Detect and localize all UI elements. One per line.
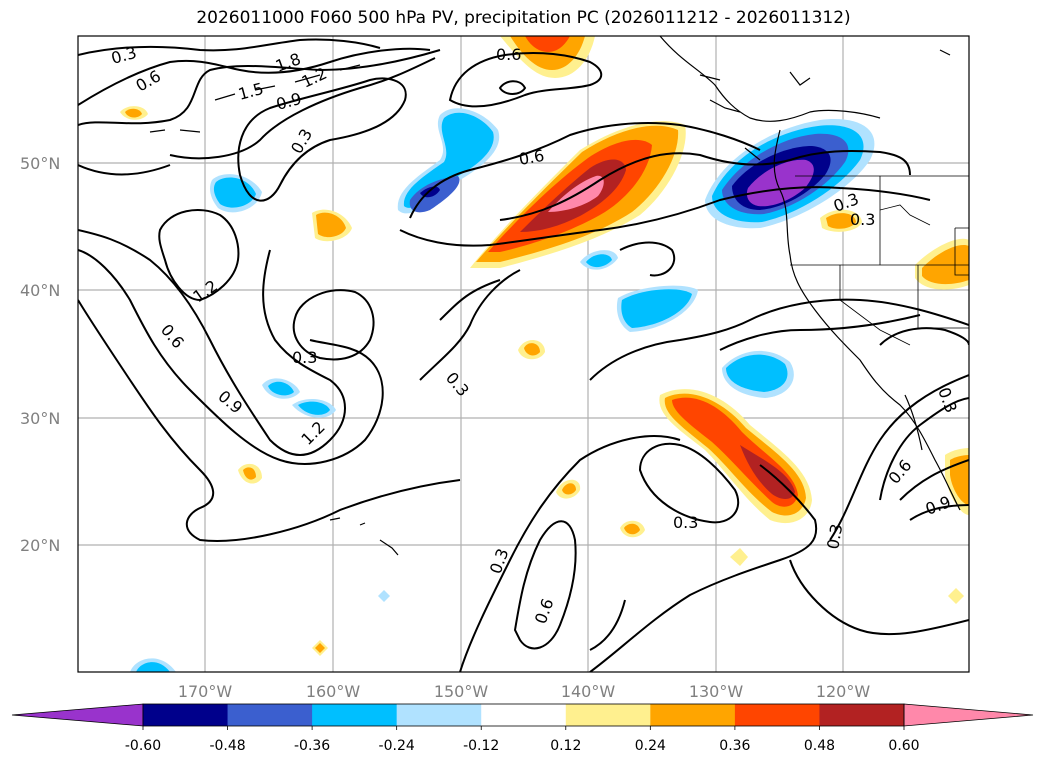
colorbar-segment	[143, 704, 229, 726]
contour-label: 0.3	[850, 210, 875, 229]
pv-contours	[78, 38, 969, 672]
map-title: 2026011000 F060 500 hPa PV, precipitatio…	[196, 8, 851, 28]
coastlines	[149, 36, 961, 556]
colorbar-segment	[819, 704, 905, 726]
colorbar-tick-label: -0.24	[379, 738, 415, 754]
colorbar-tick-label: -0.48	[209, 738, 245, 754]
lon-label-160w: 160°W	[306, 682, 361, 701]
colorbar-extend-low	[11, 703, 144, 727]
colorbar-tick-label: 0.36	[719, 738, 750, 754]
colorbar-tick-label: -0.36	[294, 738, 330, 754]
lat-label-40n: 40°N	[20, 281, 60, 300]
colorbar-segment	[227, 704, 313, 726]
lon-label-130w: 130°W	[689, 682, 744, 701]
lon-label-170w: 170°W	[178, 682, 233, 701]
lon-label-150w: 150°W	[434, 682, 489, 701]
latitude-labels: 50°N 40°N 30°N 20°N	[20, 154, 60, 555]
contour-label: 0.3	[292, 348, 317, 367]
colorbar-extend-high	[903, 703, 1034, 727]
contour-label: 0.6	[517, 146, 545, 169]
colorbar-tick-label: -0.60	[125, 738, 161, 754]
contour-label: 0.6	[496, 45, 521, 64]
colorbar: -0.60 -0.48 -0.36 -0.24 -0.12 0.12 0.24 0.36 0.4…	[11, 703, 1034, 754]
contour-label: 0.3	[673, 513, 698, 532]
lon-label-120w: 120°W	[816, 682, 871, 701]
colorbar-segment	[396, 704, 482, 726]
map-frame	[77, 35, 970, 673]
lat-label-30n: 30°N	[20, 409, 60, 428]
colorbar-tick-label: 0.60	[888, 738, 919, 754]
colorbar-segment	[481, 704, 567, 726]
longitude-labels: 170°W 160°W 150°W 140°W 130°W 120°W	[178, 682, 871, 701]
colorbar-tick-label: 0.48	[804, 738, 835, 754]
contour-label: 0.3	[823, 522, 846, 550]
colorbar-tick-label: 0.24	[635, 738, 666, 754]
colorbar-segment	[565, 704, 651, 726]
lat-label-20n: 20°N	[20, 536, 60, 555]
precipitation-shading	[120, 36, 969, 672]
colorbar-segment	[734, 704, 820, 726]
graticule	[78, 36, 969, 672]
colorbar-tick-label: 0.12	[550, 738, 581, 754]
lat-label-50n: 50°N	[20, 154, 60, 173]
colorbar-tick-label: -0.12	[463, 738, 499, 754]
lon-label-140w: 140°W	[561, 682, 616, 701]
colorbar-segment	[312, 704, 398, 726]
colorbar-segment	[650, 704, 736, 726]
colorbar-frame	[142, 703, 905, 727]
